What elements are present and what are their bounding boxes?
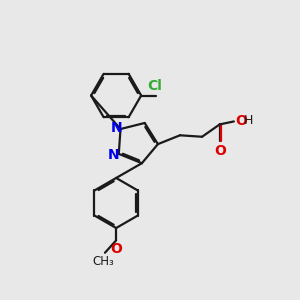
Text: O: O: [235, 114, 247, 128]
Text: O: O: [110, 242, 122, 256]
Text: H: H: [244, 114, 254, 127]
Text: N: N: [110, 121, 122, 134]
Text: N: N: [108, 148, 119, 162]
Text: O: O: [215, 143, 226, 158]
Text: Cl: Cl: [147, 79, 162, 93]
Text: CH₃: CH₃: [93, 255, 114, 268]
